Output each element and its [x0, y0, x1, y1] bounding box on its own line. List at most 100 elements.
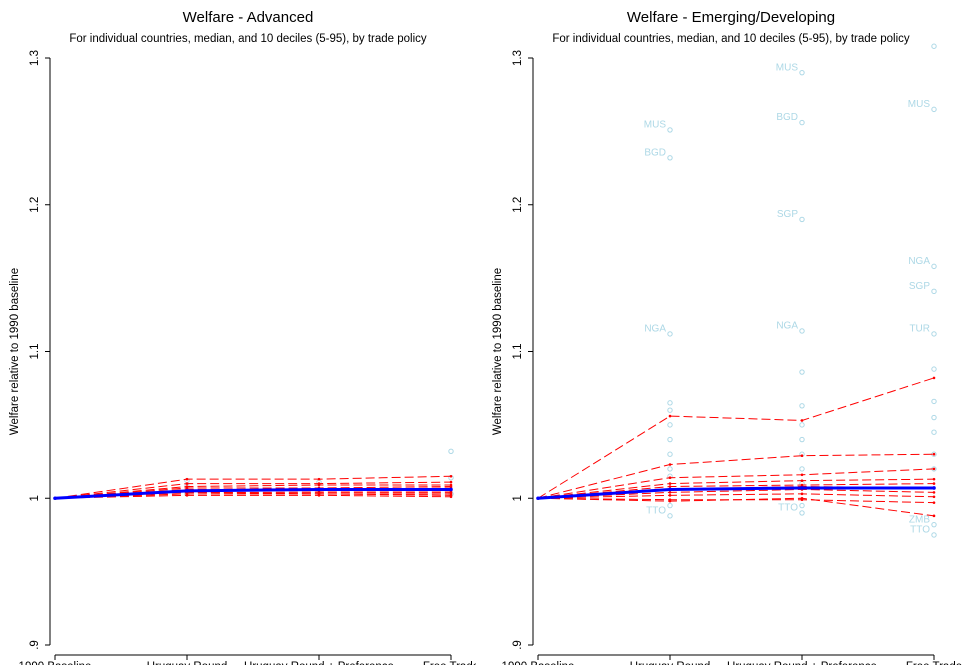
y-tick-label: .9 [512, 640, 524, 650]
decile-line [537, 493, 935, 499]
line-marker [932, 376, 936, 380]
line-marker [800, 454, 804, 457]
country-point [931, 43, 937, 49]
median-line [537, 486, 934, 500]
country-point [667, 466, 673, 472]
x-tick-label: Uruguay Round [630, 661, 711, 665]
panel: Welfare - Emerging/Developing For individ… [492, 9, 962, 665]
y-tick-label: 1.2 [512, 197, 524, 213]
y-tick-label: 1.3 [29, 50, 41, 66]
country-point [667, 400, 673, 406]
decile-line [537, 453, 935, 499]
line-marker [932, 501, 936, 504]
country-point [799, 328, 805, 334]
country-label: BGD [644, 147, 666, 158]
country-point [931, 288, 937, 295]
line-marker [185, 482, 189, 485]
country-label: MUS [908, 99, 931, 110]
line-marker [317, 483, 321, 487]
median-line [54, 487, 451, 500]
country-label: MUS [776, 62, 799, 73]
y-tick-label: 1.1 [29, 344, 41, 360]
decile-line [54, 481, 452, 499]
decile-line [54, 475, 452, 499]
decile-line [537, 377, 935, 499]
country-point [667, 127, 673, 133]
country-label: TUR [909, 324, 930, 335]
country-label: TTO [778, 503, 798, 514]
line-marker [185, 494, 189, 497]
country-point [931, 521, 937, 528]
y-tick-label: 1 [29, 495, 41, 501]
decile-line [54, 484, 451, 499]
decile-line [537, 478, 935, 499]
line-marker [668, 499, 672, 503]
country-point [448, 448, 454, 454]
country-point [799, 466, 805, 472]
chart-title: Welfare - Advanced [183, 9, 314, 26]
panel: Welfare - Advanced For individual countri… [9, 9, 476, 665]
country-point [931, 429, 937, 435]
country-label: SGP [777, 209, 798, 220]
y-axis-label: Welfare relative to 1990 baseline [492, 268, 504, 435]
y-tick-label: 1.3 [512, 50, 524, 66]
line-marker [800, 473, 804, 477]
country-label: TTO [646, 506, 666, 517]
line-marker [668, 494, 672, 497]
country-point [799, 119, 805, 126]
line-marker [932, 514, 936, 518]
y-tick-label: 1 [512, 495, 524, 501]
decile-line [537, 497, 935, 504]
line-marker [317, 487, 321, 492]
country-point [799, 69, 805, 76]
line-marker [53, 496, 57, 501]
line-marker [932, 491, 936, 494]
country-point [931, 414, 937, 421]
chart-subtitle: For individual countries, median, and 10… [69, 33, 427, 45]
country-point [667, 513, 673, 519]
country-label: NGA [776, 321, 798, 332]
y-tick-label: .9 [29, 640, 41, 650]
line-marker [668, 463, 672, 466]
x-tick-label: 1990 Baseline [19, 661, 92, 665]
decile-line [537, 497, 935, 517]
country-point [667, 502, 673, 509]
country-point [799, 510, 805, 516]
country-point [667, 331, 673, 337]
country-point [799, 369, 805, 375]
country-point [799, 436, 805, 443]
country-point [799, 422, 805, 428]
x-tick-label: Uruguay Round + Preference [727, 661, 877, 665]
y-tick-label: 1.2 [29, 197, 41, 213]
line-marker [800, 492, 804, 496]
country-point [667, 422, 673, 428]
country-point [931, 263, 937, 270]
line-marker [449, 474, 453, 478]
line-marker [800, 479, 804, 482]
country-label: NGA [644, 324, 666, 335]
country-point [799, 502, 805, 509]
line-marker [536, 496, 540, 501]
chart-subtitle: For individual countries, median, and 10… [552, 33, 910, 45]
x-tick-label: 1990 Baseline [502, 661, 575, 665]
country-point [931, 366, 937, 372]
x-tick-label: Uruguay Round [147, 661, 228, 665]
line-marker [668, 476, 672, 480]
country-point [799, 403, 805, 409]
country-point [667, 155, 673, 161]
chart-title: Welfare - Emerging/Developing [627, 9, 835, 26]
country-label: SGP [909, 281, 930, 292]
decile-line [54, 494, 452, 499]
line-marker [932, 467, 936, 471]
country-point [931, 106, 937, 113]
country-point [931, 331, 937, 337]
line-marker [668, 482, 672, 485]
line-marker [800, 419, 804, 422]
country-label: TTO [910, 525, 930, 536]
x-tick-label: Free Trade [423, 661, 476, 665]
line-marker [932, 495, 936, 499]
country-point [799, 216, 805, 223]
country-label: MUS [644, 120, 667, 131]
line-marker [932, 482, 936, 485]
